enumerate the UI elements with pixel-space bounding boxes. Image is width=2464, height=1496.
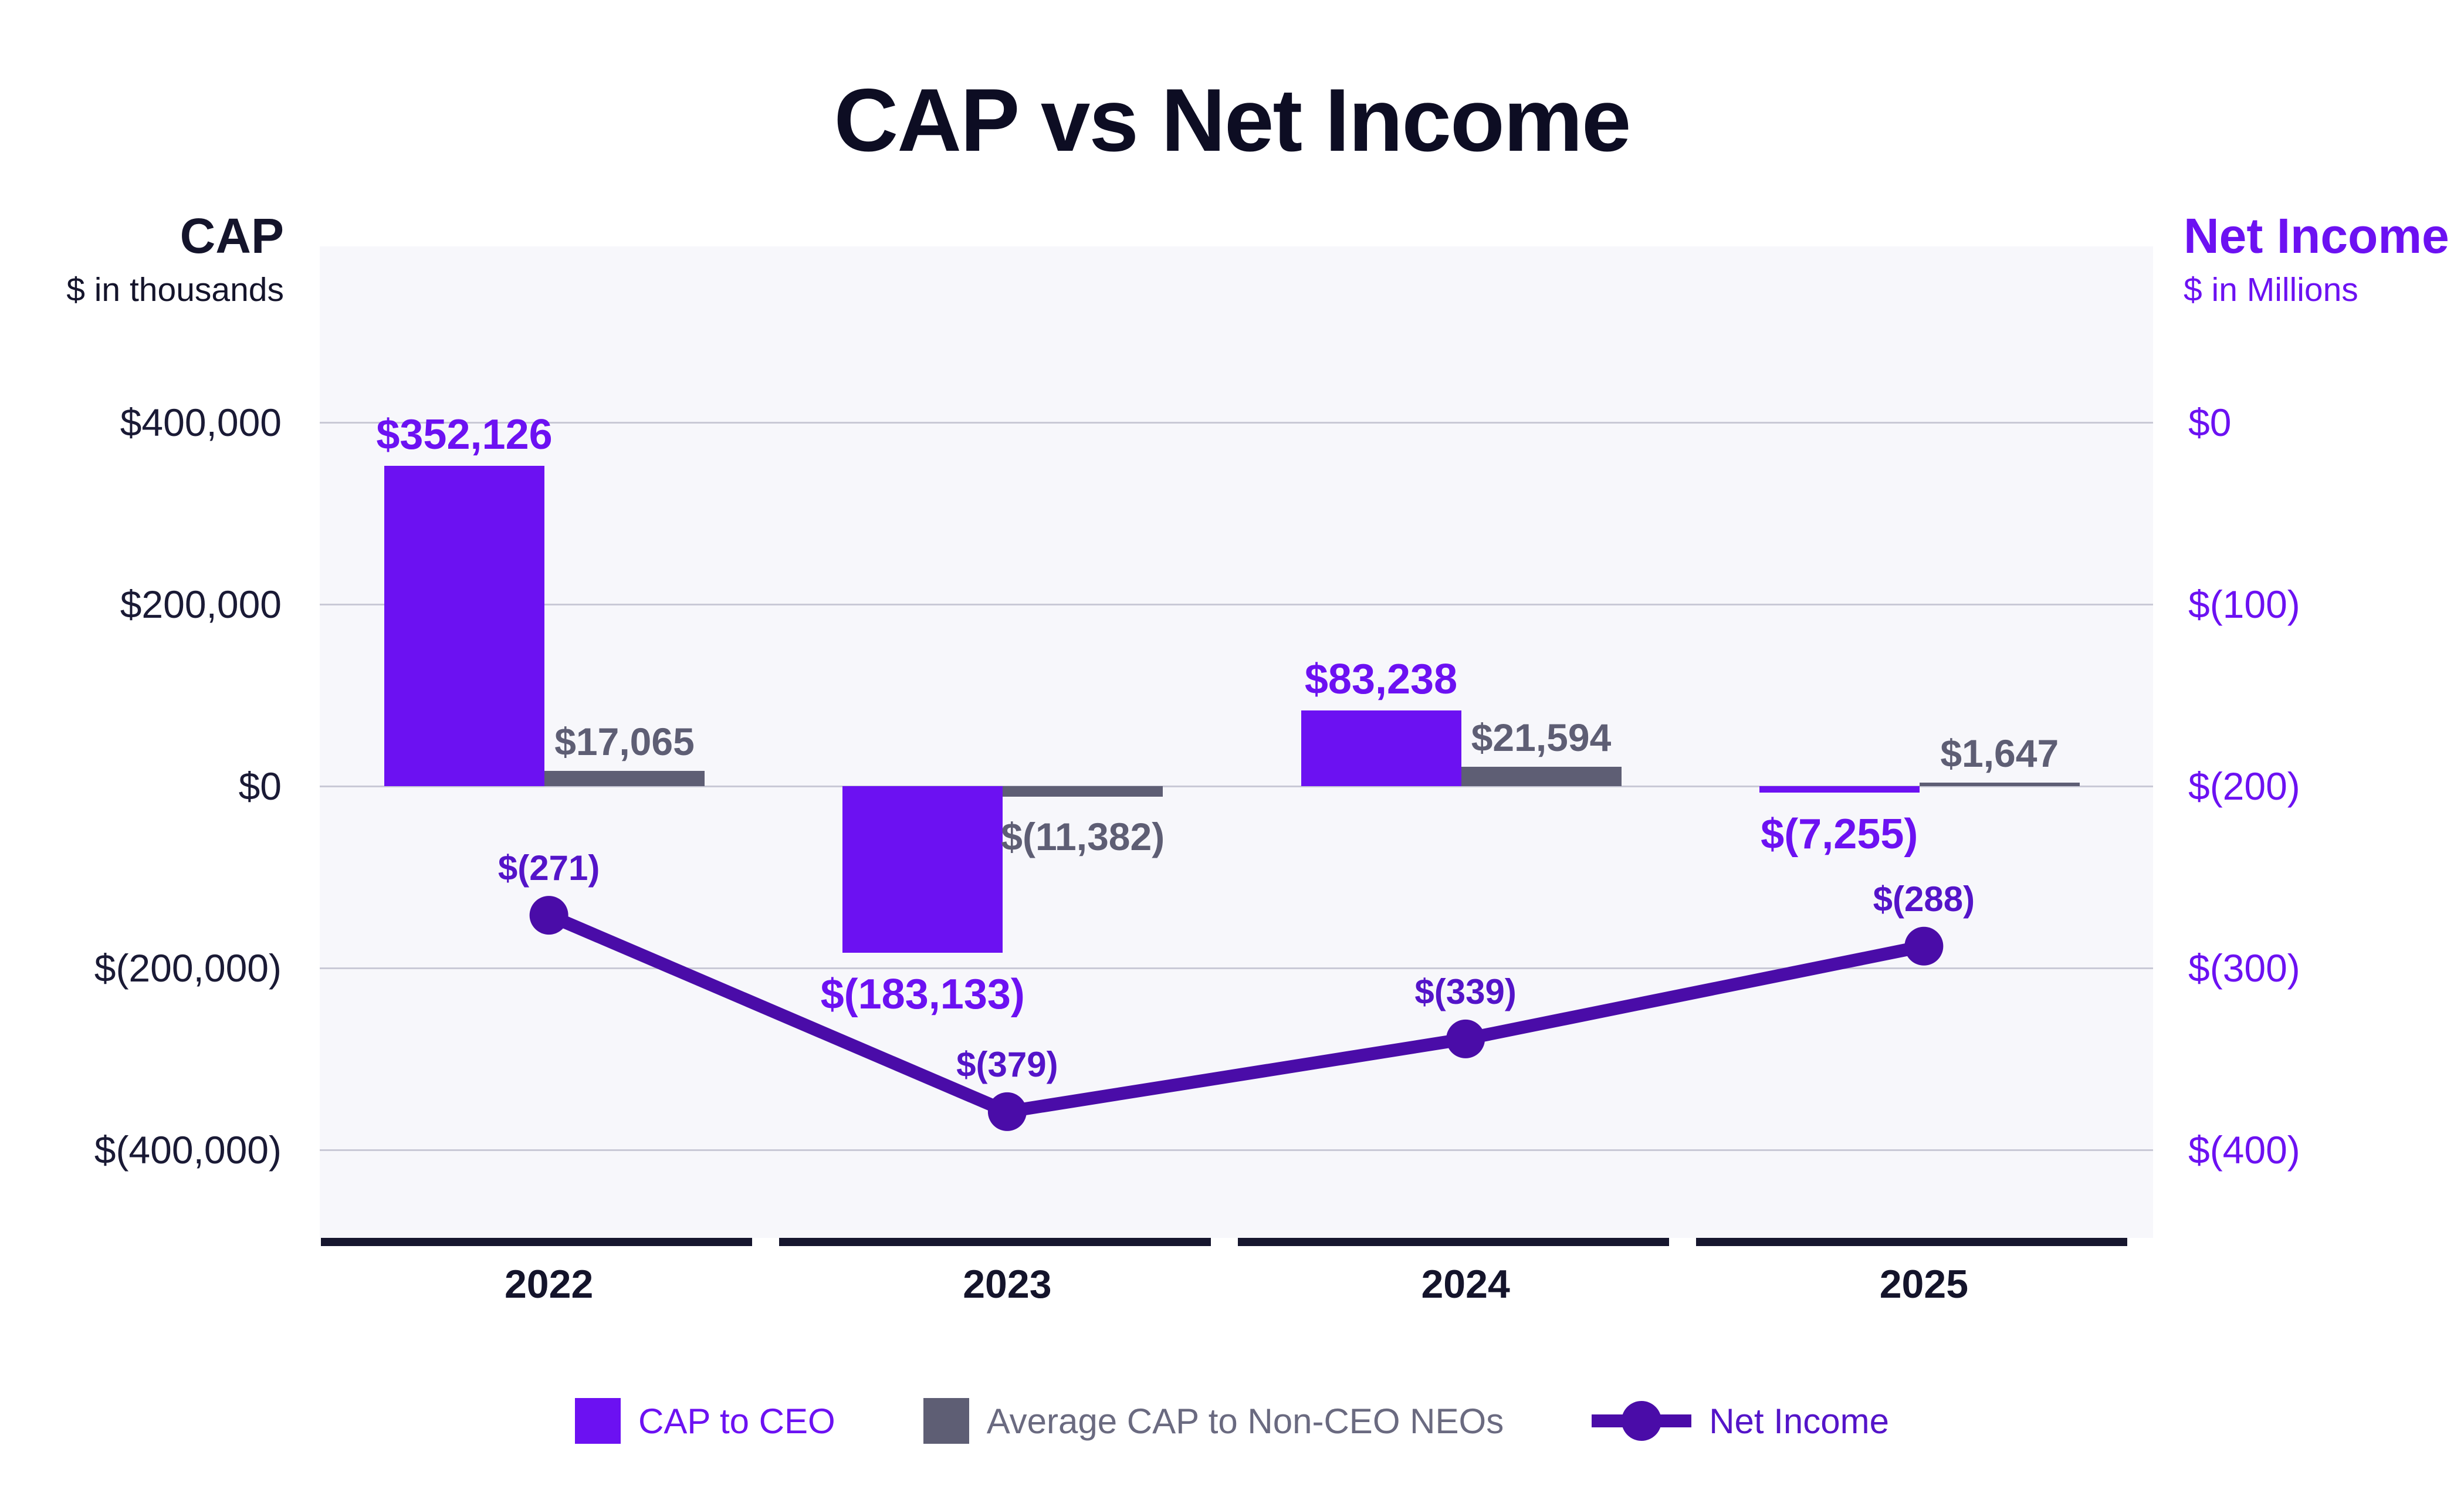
legend-item-avg-cap-non-ceo: Average CAP to Non-CEO NEOs bbox=[923, 1398, 1504, 1444]
year-label: 2022 bbox=[504, 1262, 594, 1307]
bar-value-label: $(183,133) bbox=[820, 970, 1025, 1018]
net-income-point-2025 bbox=[1904, 926, 1944, 966]
bar-value-label: $1,647 bbox=[1940, 732, 2059, 775]
x-axis-segment bbox=[1695, 1238, 2127, 1246]
year-label: 2025 bbox=[1879, 1262, 1969, 1307]
x-axis-segment bbox=[1237, 1238, 1669, 1246]
net-income-point-2023 bbox=[987, 1092, 1027, 1131]
left-axis-header: CAP $ in thousands bbox=[35, 211, 284, 307]
right-axis-tick: $(300) bbox=[2188, 946, 2300, 990]
left-axis-tick: $400,000 bbox=[120, 401, 282, 444]
right-axis-tick: $(200) bbox=[2188, 764, 2300, 808]
bar-value-label: $17,065 bbox=[554, 719, 695, 763]
gridline bbox=[320, 1149, 2153, 1151]
year-label: 2024 bbox=[1421, 1262, 1510, 1307]
left-axis-subtitle: $ in thousands bbox=[66, 271, 284, 309]
right-axis-title: Net Income bbox=[2184, 208, 2449, 263]
bar-value-label: $352,126 bbox=[376, 411, 553, 459]
bar-avg-cap-2022 bbox=[544, 770, 705, 786]
net-income-point-2022 bbox=[529, 896, 568, 935]
net-income-value-label: $(288) bbox=[1873, 879, 1975, 919]
right-axis-tick: $(400) bbox=[2188, 1128, 2300, 1172]
net-income-line-dot-icon bbox=[1592, 1401, 1692, 1441]
legend: CAP to CEO Average CAP to Non-CEO NEOs N… bbox=[0, 1397, 2464, 1444]
gridline bbox=[320, 422, 2153, 424]
bar-value-label: $83,238 bbox=[1304, 655, 1458, 703]
chart-title: CAP vs Net Income bbox=[834, 70, 1631, 170]
left-axis-tick: $0 bbox=[238, 764, 282, 808]
bar-cap-to-ceo-2024 bbox=[1301, 710, 1461, 786]
left-axis-tick: $(400,000) bbox=[94, 1128, 282, 1172]
legend-label-net-income: Net Income bbox=[1709, 1401, 1889, 1441]
right-axis-header: Net Income $ in Millions bbox=[2184, 211, 2459, 307]
net-income-polyline bbox=[542, 909, 1931, 1118]
bar-cap-to-ceo-2022 bbox=[384, 466, 544, 786]
x-axis-segment bbox=[321, 1238, 753, 1246]
right-axis-tick: $(100) bbox=[2188, 583, 2300, 626]
net-income-point-2024 bbox=[1446, 1019, 1485, 1058]
bar-avg-cap-2023 bbox=[1003, 786, 1163, 797]
year-label: 2023 bbox=[963, 1262, 1052, 1307]
cap-to-ceo-swatch-icon bbox=[575, 1398, 621, 1444]
gridline bbox=[320, 967, 2153, 969]
legend-label-avg-cap-non-ceo: Average CAP to Non-CEO NEOs bbox=[986, 1401, 1504, 1441]
avg-cap-swatch-icon bbox=[923, 1398, 969, 1444]
legend-item-cap-to-ceo: CAP to CEO bbox=[575, 1398, 835, 1444]
legend-label-cap-to-ceo: CAP to CEO bbox=[638, 1401, 835, 1441]
left-axis-tick: $200,000 bbox=[120, 583, 282, 626]
left-axis-title: CAP bbox=[180, 208, 284, 263]
right-axis-subtitle: $ in Millions bbox=[2184, 271, 2358, 309]
net-income-value-label: $(339) bbox=[1414, 972, 1517, 1011]
net-income-value-label: $(379) bbox=[956, 1044, 1058, 1084]
bar-value-label: $21,594 bbox=[1471, 715, 1612, 759]
bar-cap-to-ceo-2023 bbox=[842, 786, 1003, 953]
bar-value-label: $(11,382) bbox=[1001, 814, 1165, 858]
legend-item-net-income: Net Income bbox=[1592, 1397, 1889, 1444]
bar-avg-cap-2024 bbox=[1461, 766, 1622, 786]
x-axis-segment bbox=[779, 1238, 1211, 1246]
right-axis-tick: $0 bbox=[2188, 401, 2232, 444]
bar-avg-cap-2025 bbox=[1919, 783, 2080, 786]
bar-cap-to-ceo-2025 bbox=[1759, 786, 1920, 793]
bar-value-label: $(7,255) bbox=[1761, 811, 1918, 858]
gridline bbox=[320, 604, 2153, 605]
left-axis-tick: $(200,000) bbox=[94, 946, 282, 990]
gridline bbox=[320, 786, 2153, 787]
net-income-value-label: $(271) bbox=[497, 848, 600, 888]
net-income-line bbox=[529, 896, 1944, 1131]
